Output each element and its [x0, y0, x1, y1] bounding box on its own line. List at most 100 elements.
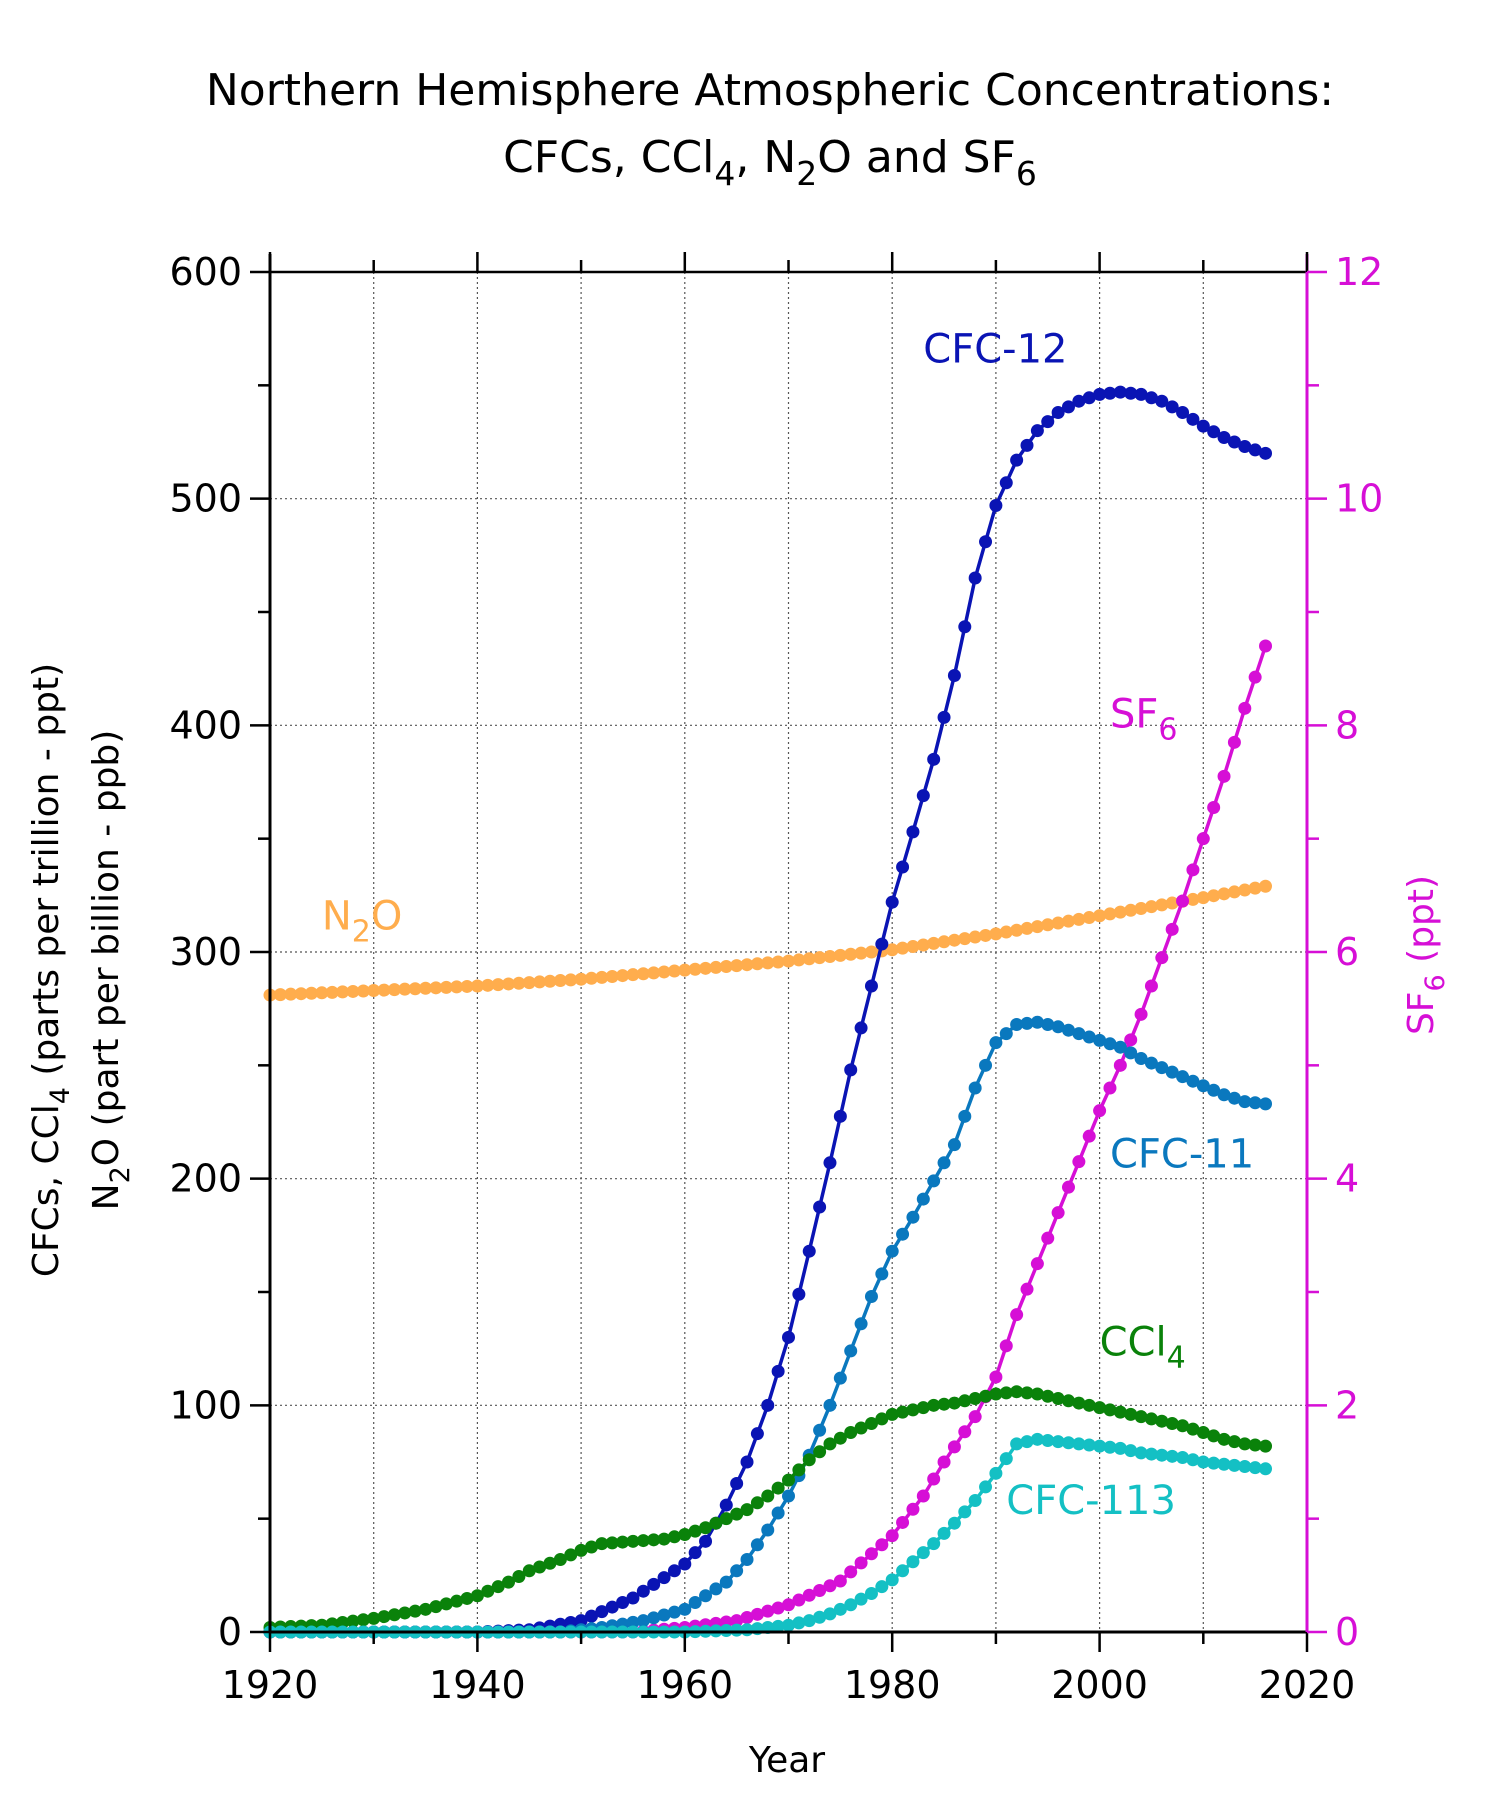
data-point	[885, 895, 899, 909]
data-point	[1176, 1419, 1190, 1433]
data-point	[947, 1440, 961, 1454]
data-point	[315, 986, 329, 1000]
data-point	[574, 1543, 588, 1557]
data-point	[937, 1397, 951, 1411]
data-point	[429, 1600, 443, 1614]
data-point	[947, 933, 961, 947]
data-point	[1165, 922, 1179, 936]
data-point	[336, 985, 350, 999]
data-point	[1093, 1104, 1107, 1118]
data-point	[1030, 920, 1044, 934]
data-point	[1010, 923, 1024, 937]
data-point	[813, 1445, 827, 1459]
y-tick-label-right: 2	[1335, 1383, 1359, 1427]
data-point	[1186, 1074, 1200, 1088]
data-point	[864, 1586, 878, 1600]
data-point	[875, 1580, 889, 1594]
data-point	[968, 571, 982, 585]
data-point	[730, 1507, 744, 1521]
data-point	[999, 1339, 1013, 1353]
data-point	[1020, 1386, 1034, 1400]
data-point	[906, 940, 920, 954]
data-point	[844, 1598, 858, 1612]
data-point	[657, 1532, 671, 1546]
data-point	[771, 1364, 785, 1378]
data-point	[1144, 900, 1158, 914]
data-point	[999, 1452, 1013, 1466]
data-point	[802, 1588, 816, 1602]
data-point	[1010, 1385, 1024, 1399]
data-point	[667, 964, 681, 978]
data-point	[636, 1584, 650, 1598]
data-point	[1186, 412, 1200, 426]
data-point	[1093, 1033, 1107, 1047]
data-point	[937, 935, 951, 949]
data-point	[1093, 387, 1107, 401]
data-point	[1051, 406, 1065, 420]
data-point	[968, 1494, 982, 1508]
data-point	[875, 1538, 889, 1552]
data-point	[533, 975, 547, 989]
data-point	[927, 1537, 941, 1551]
data-point	[1165, 1449, 1179, 1463]
data-point	[813, 1584, 827, 1598]
data-point	[709, 960, 723, 974]
data-point	[481, 1584, 495, 1598]
data-point	[875, 937, 889, 951]
series-labels: N2​O CFC-12 SF6​ CFC-11 CCl4​ CFC-113	[322, 327, 1254, 1524]
data-point	[947, 1516, 961, 1530]
data-point	[1093, 909, 1107, 923]
data-point	[854, 1021, 868, 1035]
data-point	[719, 1512, 733, 1526]
grid	[270, 272, 1307, 1632]
data-point	[740, 958, 754, 972]
data-point	[1082, 1398, 1096, 1412]
data-point	[398, 982, 412, 996]
data-point	[740, 1610, 754, 1624]
data-point	[896, 1227, 910, 1241]
data-point	[989, 1387, 1003, 1401]
data-point	[947, 1138, 961, 1152]
data-point	[1103, 1440, 1117, 1454]
data-point	[1061, 400, 1075, 414]
data-point	[896, 1515, 910, 1529]
data-point	[1176, 894, 1190, 908]
data-point	[844, 1344, 858, 1358]
data-point	[782, 1473, 795, 1487]
data-point	[1041, 918, 1055, 932]
data-point	[1196, 1426, 1210, 1440]
data-point	[1176, 406, 1190, 420]
data-point	[1072, 394, 1086, 408]
data-point	[367, 1611, 381, 1625]
y-tick-label-right: 10	[1335, 477, 1383, 521]
data-point	[1134, 901, 1148, 915]
data-point	[1020, 1435, 1034, 1449]
data-point	[1207, 1456, 1221, 1470]
data-point	[1134, 1007, 1148, 1021]
data-point	[522, 1564, 536, 1578]
data-point	[626, 1615, 640, 1629]
data-point	[1061, 1180, 1075, 1194]
data-point	[979, 1480, 993, 1494]
data-point	[1165, 400, 1179, 414]
data-point	[792, 1463, 806, 1477]
y-tick-label-left: 300	[169, 930, 242, 974]
data-point	[979, 1058, 993, 1072]
data-point	[1020, 1016, 1034, 1030]
data-point	[522, 976, 536, 990]
data-point	[1238, 701, 1252, 715]
data-point	[1144, 1412, 1158, 1426]
x-tick-label: 1940	[429, 1663, 526, 1707]
data-point	[584, 971, 598, 985]
data-point	[543, 974, 557, 988]
data-point	[999, 925, 1013, 939]
data-point	[761, 1523, 775, 1537]
data-point	[1227, 1458, 1241, 1472]
x-tick-label: 2000	[1051, 1663, 1148, 1707]
data-point	[968, 1392, 982, 1406]
data-point	[1103, 386, 1117, 400]
data-point	[1103, 1037, 1117, 1051]
data-point	[1176, 1070, 1190, 1084]
data-point	[1227, 885, 1241, 899]
data-point	[1227, 735, 1241, 749]
